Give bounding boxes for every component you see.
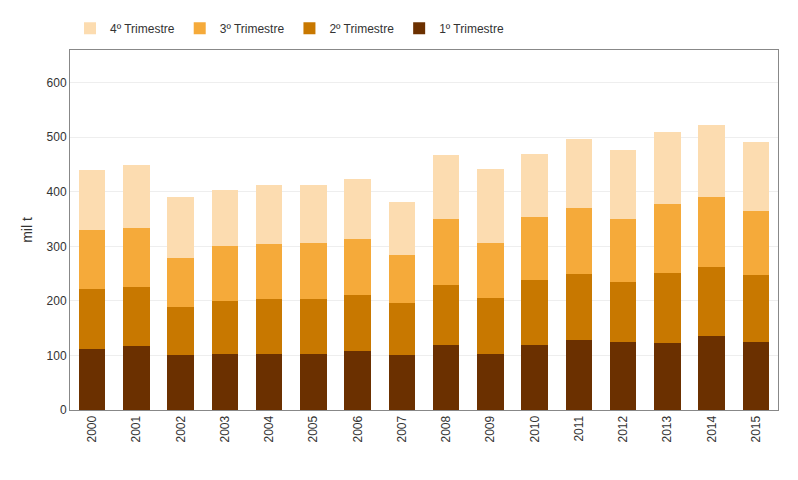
- svg-text:500: 500: [47, 130, 67, 144]
- svg-text:2012: 2012: [616, 415, 630, 442]
- svg-text:2003: 2003: [218, 415, 232, 442]
- svg-text:2007: 2007: [395, 415, 409, 442]
- svg-text:200: 200: [47, 294, 67, 308]
- svg-text:1º Trimestre: 1º Trimestre: [439, 22, 504, 36]
- svg-text:100: 100: [47, 349, 67, 363]
- svg-text:2002: 2002: [174, 415, 188, 442]
- svg-text:2000: 2000: [85, 415, 99, 442]
- svg-text:300: 300: [47, 240, 67, 254]
- svg-text:400: 400: [47, 185, 67, 199]
- svg-text:2º Trimestre: 2º Trimestre: [329, 22, 394, 36]
- svg-text:mil t: mil t: [19, 217, 35, 243]
- svg-text:3º Trimestre: 3º Trimestre: [220, 22, 285, 36]
- svg-text:4º Trimestre: 4º Trimestre: [110, 22, 175, 36]
- svg-text:2001: 2001: [129, 415, 143, 442]
- svg-text:2014: 2014: [705, 415, 719, 442]
- svg-text:2006: 2006: [351, 415, 365, 442]
- svg-text:2009: 2009: [483, 415, 497, 442]
- svg-text:600: 600: [47, 76, 67, 90]
- svg-text:2004: 2004: [262, 415, 276, 442]
- svg-text:2008: 2008: [439, 415, 453, 442]
- svg-text:0: 0: [60, 403, 67, 417]
- svg-text:2010: 2010: [528, 415, 542, 442]
- svg-text:2011: 2011: [572, 415, 586, 441]
- svg-text:2013: 2013: [660, 415, 674, 442]
- svg-text:2005: 2005: [306, 415, 320, 442]
- svg-text:2015: 2015: [749, 415, 763, 442]
